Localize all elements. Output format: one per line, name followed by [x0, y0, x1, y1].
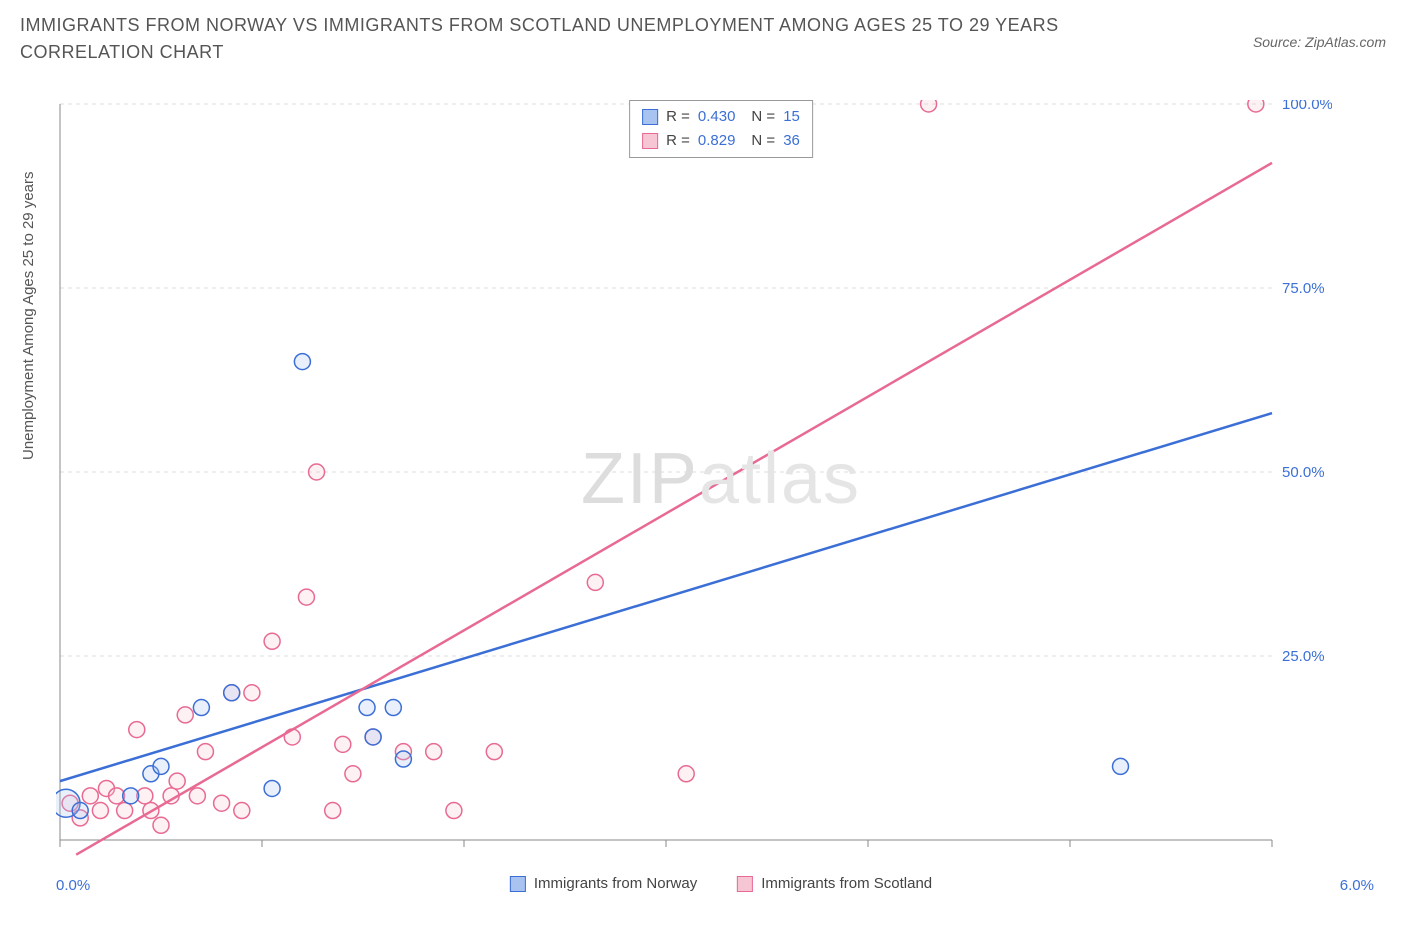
- source-attribution: Source: ZipAtlas.com: [1253, 34, 1386, 50]
- legend-n-label: N =: [751, 105, 775, 129]
- series-legend-label: Immigrants from Norway: [534, 875, 697, 892]
- series-legend-item: Immigrants from Norway: [510, 875, 697, 892]
- legend-r-label: R =: [666, 129, 690, 153]
- series-legend-item: Immigrants from Scotland: [737, 875, 932, 892]
- scatter-plot: 25.0% 50.0% 75.0% 100.0%: [56, 100, 1332, 868]
- series-legend-label: Immigrants from Scotland: [761, 875, 932, 892]
- svg-text:50.0%: 50.0%: [1282, 464, 1325, 481]
- x-axis-min-label: 0.0%: [56, 877, 90, 894]
- correlation-legend: R = 0.430 N = 15 R = 0.829 N = 36: [629, 100, 813, 158]
- legend-n-label: N =: [751, 129, 775, 153]
- legend-n-value: 36: [783, 129, 800, 153]
- legend-r-value: 0.829: [698, 129, 736, 153]
- legend-row: R = 0.829 N = 36: [642, 129, 800, 153]
- svg-text:75.0%: 75.0%: [1282, 280, 1325, 297]
- chart-area: ZIPatlas 25.0%50.0%75.0%100.0% R =0.430N…: [56, 100, 1386, 890]
- legend-r-value: 0.430: [698, 105, 736, 129]
- legend-swatch: [510, 876, 526, 892]
- legend-swatch: [737, 876, 753, 892]
- svg-text:25.0%: 25.0%: [1282, 648, 1325, 665]
- y-axis-label: Unemployment Among Ages 25 to 29 years: [20, 171, 37, 460]
- x-axis-max-label: 6.0%: [1340, 877, 1374, 894]
- legend-n-value: 15: [783, 105, 800, 129]
- legend-swatch: [642, 133, 658, 149]
- legend-r-label: R =: [666, 105, 690, 129]
- legend-swatch: [642, 109, 658, 125]
- chart-title: IMMIGRANTS FROM NORWAY VS IMMIGRANTS FRO…: [20, 12, 1120, 66]
- title-bar: IMMIGRANTS FROM NORWAY VS IMMIGRANTS FRO…: [0, 0, 1406, 66]
- series-legend: Immigrants from Norway Immigrants from Sc…: [510, 875, 932, 892]
- legend-row: R = 0.430 N = 15: [642, 105, 800, 129]
- svg-text:100.0%: 100.0%: [1282, 100, 1332, 113]
